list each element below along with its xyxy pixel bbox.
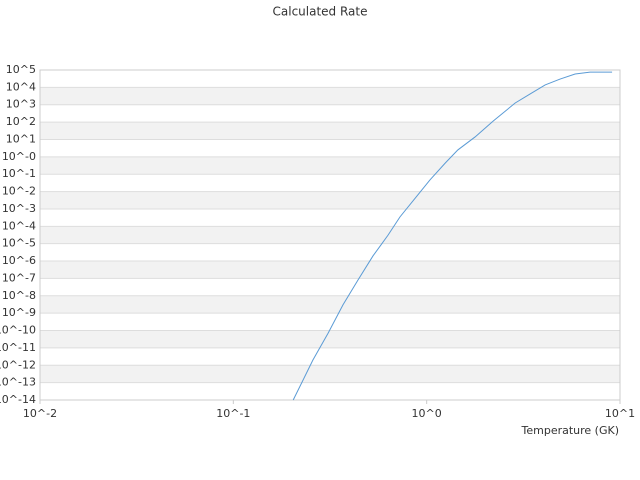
band [40,330,620,348]
band [40,122,620,140]
y-tick-label: 10^-11 [0,341,36,354]
y-tick-label: 10^-7 [2,271,36,284]
x-tick-label: 10^-2 [23,407,57,420]
y-tick-label: 10^1 [6,132,36,145]
y-tick-label: 10^-0 [2,150,36,163]
x-tick-label: 10^-1 [216,407,250,420]
y-tick-label: 10^-3 [2,202,36,215]
x-axis-label: Temperature (GK) [521,424,620,437]
y-tick-label: 10^-2 [2,185,36,198]
band [40,87,620,105]
y-tick-label: 10^-1 [2,167,36,180]
band [40,261,620,279]
y-tick-label: 10^2 [6,115,36,128]
x-tick-label: 10^1 [605,407,635,420]
y-tick-label: 10^-12 [0,358,36,371]
y-tick-label: 10^5 [6,63,36,76]
band [40,156,620,175]
chart-title: Calculated Rate [273,5,368,19]
band [40,365,620,383]
plot-border [39,69,621,401]
y-tick-label: 10^-13 [0,376,36,389]
band [40,295,620,314]
y-tick-label: 10^-8 [2,289,36,302]
y-tick-label: 10^-4 [2,219,36,232]
series-line [292,71,613,401]
band [40,226,620,244]
y-tick-label: 10^-9 [2,306,36,319]
band [40,191,620,209]
y-tick-label: 10^-5 [2,237,36,250]
y-tick-label: 10^-10 [0,324,36,337]
y-tick-label: 10^4 [6,80,36,93]
y-tick-label: 10^-14 [0,393,36,406]
y-tick-label: 10^3 [6,98,36,111]
y-tick-label: 10^-6 [2,254,36,267]
x-tick-label: 10^0 [412,407,442,420]
